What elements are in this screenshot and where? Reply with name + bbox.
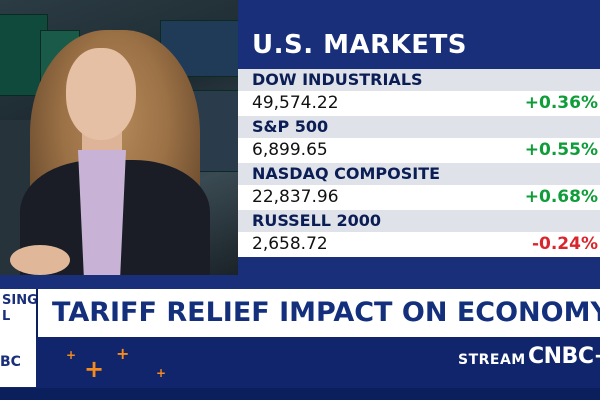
bottom-strip: [0, 388, 600, 400]
market-change: -0.24%: [531, 234, 598, 254]
markets-title: U.S. MARKETS: [252, 30, 468, 60]
market-change: +0.55%: [524, 140, 598, 160]
channel-logo: BC: [0, 337, 36, 387]
headline: TARIFF RELIEF IMPACT ON ECONOMY: [38, 289, 600, 337]
market-change: +0.68%: [524, 187, 598, 207]
market-value: 49,574.22: [252, 93, 339, 113]
brand-logo: CNBC+: [528, 344, 600, 369]
market-change: +0.36%: [524, 93, 598, 113]
market-name: DOW INDUSTRIALS: [238, 69, 600, 91]
market-value: 6,899.65: [252, 140, 328, 160]
market-name: S&P 500: [238, 116, 600, 138]
presenter-hand: [10, 245, 70, 275]
presenter-face: [66, 48, 136, 140]
plus-icon: +: [84, 355, 105, 383]
video-feed: [0, 0, 238, 275]
market-value: 22,837.96: [252, 187, 339, 207]
stream-label: STREAM: [458, 352, 526, 368]
market-name: RUSSELL 2000: [238, 210, 600, 232]
plus-icon: +: [116, 344, 130, 363]
lower-third-band: [0, 275, 600, 289]
market-row: 49,574.22 +0.36%: [238, 91, 600, 116]
market-value: 2,658.72: [252, 234, 328, 254]
market-row: 22,837.96 +0.68%: [238, 185, 600, 210]
market-name: NASDAQ COMPOSITE: [238, 163, 600, 185]
plus-icon: +: [156, 366, 167, 380]
market-row: 6,899.65 +0.55%: [238, 138, 600, 163]
side-tag: SING L: [0, 289, 36, 337]
market-row: 2,658.72 -0.24%: [238, 232, 600, 257]
markets-list: DOW INDUSTRIALS 49,574.22 +0.36% S&P 500…: [238, 69, 600, 257]
markets-panel: U.S. MARKETS DOW INDUSTRIALS 49,574.22 +…: [238, 0, 600, 275]
plus-icon: +: [66, 348, 77, 362]
presenter-blouse: [78, 150, 126, 275]
